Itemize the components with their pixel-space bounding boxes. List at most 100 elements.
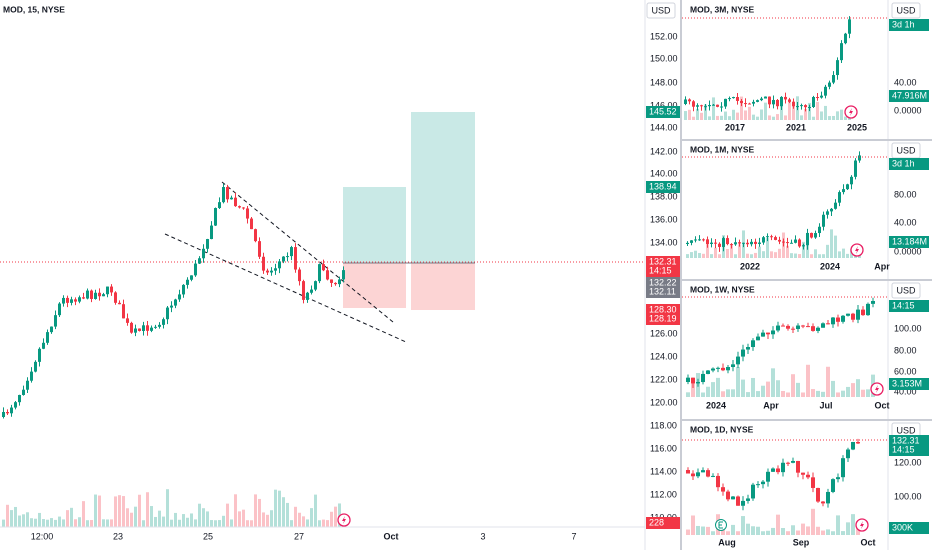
price-tag: [646, 286, 680, 298]
candle-body: [158, 324, 161, 327]
candle-body: [732, 97, 735, 99]
volume-bar: [821, 391, 825, 397]
volume-bar: [782, 232, 785, 258]
volume-bar: [198, 503, 201, 527]
volume-bar: [851, 514, 855, 535]
volume-bar: [202, 508, 205, 527]
currency-box[interactable]: [646, 2, 676, 19]
volume-bar: [146, 492, 149, 527]
volume-bar: [801, 523, 805, 535]
currency-box[interactable]: [891, 2, 921, 19]
candle-body: [684, 99, 687, 104]
volume-bar: [691, 379, 695, 397]
candle-body: [841, 315, 845, 322]
candle-body: [801, 472, 805, 475]
volume-bar: [836, 515, 840, 535]
volume-bar: [766, 238, 769, 258]
volume-bar: [726, 389, 730, 397]
candle-body: [186, 279, 189, 285]
candle-body: [851, 313, 855, 320]
volume-bar: [278, 490, 281, 527]
candle-body: [810, 232, 813, 238]
currency[interactable]: USD: [896, 5, 916, 15]
volume-bar: [728, 116, 731, 120]
volume-bar: [734, 254, 737, 258]
volume-bar: [778, 248, 781, 258]
candle-body: [846, 313, 850, 316]
candle-body: [274, 268, 277, 271]
y-tick-label: 136.00: [650, 214, 678, 224]
candle-body: [741, 349, 745, 357]
x-tick-label: Oct: [874, 400, 889, 410]
currency[interactable]: USD: [896, 285, 916, 295]
candle-body: [170, 305, 173, 308]
volume-bar: [194, 519, 197, 527]
volume-bar: [142, 520, 145, 527]
volume-bar: [751, 526, 755, 535]
candle-body: [708, 105, 711, 107]
volume-bar: [836, 111, 839, 120]
volume-bar: [54, 519, 57, 527]
y-tick-label: 120.00: [894, 457, 922, 467]
currency[interactable]: USD: [896, 145, 916, 155]
x-tick-label: 7: [571, 531, 576, 541]
currency[interactable]: USD: [651, 5, 671, 15]
volume-bar: [776, 380, 780, 397]
candle-body: [856, 309, 860, 320]
volume-bar: [46, 519, 49, 527]
candle-body: [831, 317, 835, 325]
candle-body: [50, 326, 53, 333]
volume-bar: [230, 519, 233, 527]
candle-body: [736, 496, 740, 506]
price-tag: [889, 522, 929, 534]
volume-bar: [254, 494, 257, 527]
y-tick-label: 120.00: [650, 397, 678, 407]
volume-bar: [832, 115, 835, 120]
pane-title: MOD, 1M, NYSE: [690, 144, 755, 154]
candle-body: [811, 477, 815, 488]
volume-bar: [746, 392, 750, 397]
volume-bar: [50, 518, 53, 527]
candle-body: [781, 462, 785, 473]
volume-bar: [706, 526, 710, 535]
candle-body: [234, 197, 237, 207]
volume-bar: [686, 392, 690, 397]
price-tag-label: 145.52: [649, 106, 677, 116]
volume-bar: [78, 517, 81, 527]
candle-body: [764, 96, 767, 99]
candle-body: [846, 184, 849, 190]
candle-body: [34, 361, 37, 372]
volume-bar: [830, 229, 833, 258]
currency-box[interactable]: [891, 282, 921, 299]
volume-bar: [698, 252, 701, 258]
candle-body: [824, 86, 827, 96]
volume-bar: [694, 250, 697, 258]
volume-bar: [771, 368, 775, 397]
volume-bar: [306, 519, 309, 527]
volume-bar: [690, 252, 693, 258]
candle-body: [836, 317, 840, 322]
candle-body: [751, 484, 755, 499]
candle-body: [786, 462, 790, 464]
volume-bar: [688, 109, 691, 120]
volume-bar: [74, 519, 77, 527]
volume-bar: [692, 116, 695, 120]
y-tick-label: 100.00: [894, 323, 922, 333]
candle-body: [712, 104, 715, 106]
candle-body: [306, 292, 309, 300]
volume-bar: [746, 253, 749, 258]
volume-bar: [756, 526, 760, 535]
candle-body: [754, 241, 757, 244]
trend-line: [221, 181, 394, 323]
candle-body: [786, 325, 790, 329]
volume-bar: [824, 105, 827, 120]
candle-body: [780, 96, 783, 107]
candle-body: [338, 279, 341, 285]
volume-bar: [22, 514, 25, 527]
candle-body: [250, 218, 253, 230]
y-tick-label: 140.00: [650, 168, 678, 178]
volume-bar: [791, 374, 795, 397]
currency[interactable]: USD: [896, 425, 916, 435]
candle-body: [130, 322, 133, 333]
long-stop-zone: [343, 263, 406, 308]
